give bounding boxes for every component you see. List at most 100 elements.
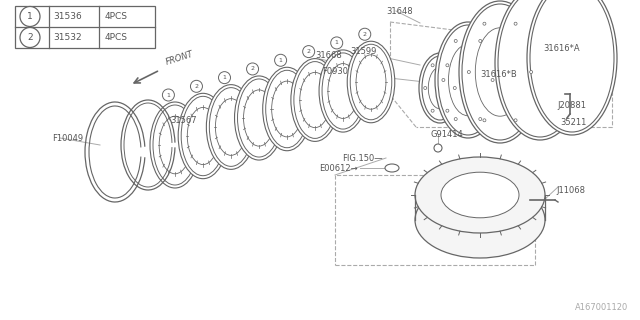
Ellipse shape (181, 96, 225, 176)
Ellipse shape (449, 44, 488, 116)
Ellipse shape (300, 72, 330, 128)
Ellipse shape (178, 93, 228, 179)
Circle shape (467, 70, 470, 74)
Text: 1: 1 (27, 12, 33, 21)
Circle shape (431, 64, 434, 67)
Text: G91414: G91414 (430, 130, 463, 139)
Text: FIG.150—: FIG.150— (342, 154, 383, 163)
Circle shape (246, 63, 259, 75)
Text: 2: 2 (307, 49, 310, 54)
Text: 31648: 31648 (386, 6, 413, 15)
Ellipse shape (291, 59, 339, 141)
Ellipse shape (498, 0, 582, 137)
Text: 31616*A: 31616*A (543, 44, 580, 52)
Text: 1: 1 (223, 75, 227, 80)
Ellipse shape (415, 182, 545, 258)
Text: 4PCS: 4PCS (105, 33, 128, 42)
Ellipse shape (356, 55, 386, 109)
Circle shape (491, 78, 494, 82)
Ellipse shape (428, 67, 452, 109)
Circle shape (20, 28, 40, 47)
Circle shape (434, 144, 442, 152)
Circle shape (454, 39, 457, 43)
Bar (15, 6, 155, 48)
Ellipse shape (216, 99, 246, 155)
Ellipse shape (159, 116, 191, 174)
Circle shape (479, 39, 482, 43)
Circle shape (442, 78, 445, 82)
Text: 2: 2 (27, 33, 33, 42)
Circle shape (453, 86, 456, 90)
Ellipse shape (385, 164, 399, 172)
Circle shape (424, 86, 427, 90)
Text: 2: 2 (250, 67, 255, 71)
Ellipse shape (441, 172, 519, 218)
Ellipse shape (322, 53, 364, 129)
Text: 31599: 31599 (350, 46, 376, 55)
Text: FRONT: FRONT (165, 50, 195, 67)
Ellipse shape (328, 64, 358, 118)
Ellipse shape (266, 70, 308, 148)
Circle shape (483, 22, 486, 25)
Ellipse shape (462, 4, 538, 140)
Ellipse shape (476, 28, 525, 116)
Text: 31567: 31567 (170, 116, 196, 124)
Circle shape (275, 54, 287, 66)
Circle shape (479, 117, 482, 121)
Text: 31616*B: 31616*B (480, 69, 516, 78)
Text: 31536: 31536 (53, 12, 82, 21)
Ellipse shape (294, 61, 336, 139)
Ellipse shape (150, 102, 200, 188)
Ellipse shape (419, 53, 461, 123)
Text: F0930: F0930 (322, 67, 348, 76)
Circle shape (431, 109, 434, 112)
Ellipse shape (435, 22, 501, 138)
Circle shape (303, 46, 315, 58)
Ellipse shape (415, 157, 545, 233)
Ellipse shape (530, 0, 614, 132)
Text: 4PCS: 4PCS (105, 12, 128, 21)
Ellipse shape (459, 1, 541, 143)
Circle shape (359, 28, 371, 40)
Ellipse shape (271, 81, 302, 137)
Text: A167001120: A167001120 (575, 303, 628, 312)
Ellipse shape (209, 88, 253, 166)
Circle shape (483, 119, 486, 122)
Text: J11068: J11068 (556, 186, 585, 195)
Ellipse shape (350, 44, 392, 120)
Ellipse shape (206, 85, 255, 169)
Ellipse shape (438, 25, 498, 135)
Circle shape (191, 80, 202, 92)
Text: 2: 2 (363, 32, 367, 37)
Ellipse shape (188, 108, 219, 164)
Circle shape (454, 117, 457, 121)
Circle shape (514, 119, 517, 122)
Ellipse shape (348, 41, 395, 123)
Text: 31668: 31668 (315, 51, 342, 60)
Ellipse shape (319, 50, 367, 132)
Text: 1: 1 (335, 40, 339, 45)
Circle shape (446, 109, 449, 112)
Circle shape (20, 6, 40, 27)
Text: F10049: F10049 (52, 133, 83, 142)
Ellipse shape (153, 105, 197, 185)
Text: 31532: 31532 (53, 33, 82, 42)
Text: 1: 1 (166, 92, 170, 98)
Ellipse shape (237, 79, 280, 157)
Circle shape (530, 70, 532, 74)
Text: 35211: 35211 (560, 117, 586, 126)
Ellipse shape (234, 76, 284, 160)
Circle shape (514, 22, 517, 25)
Text: 1: 1 (278, 58, 282, 63)
Circle shape (163, 89, 175, 101)
Ellipse shape (262, 67, 311, 151)
Text: J20881: J20881 (557, 100, 586, 109)
Ellipse shape (244, 90, 275, 146)
Circle shape (218, 72, 230, 84)
Text: 2: 2 (195, 84, 198, 89)
Circle shape (446, 64, 449, 67)
Circle shape (331, 37, 342, 49)
Ellipse shape (527, 0, 617, 135)
Ellipse shape (495, 0, 585, 140)
Ellipse shape (422, 56, 458, 120)
